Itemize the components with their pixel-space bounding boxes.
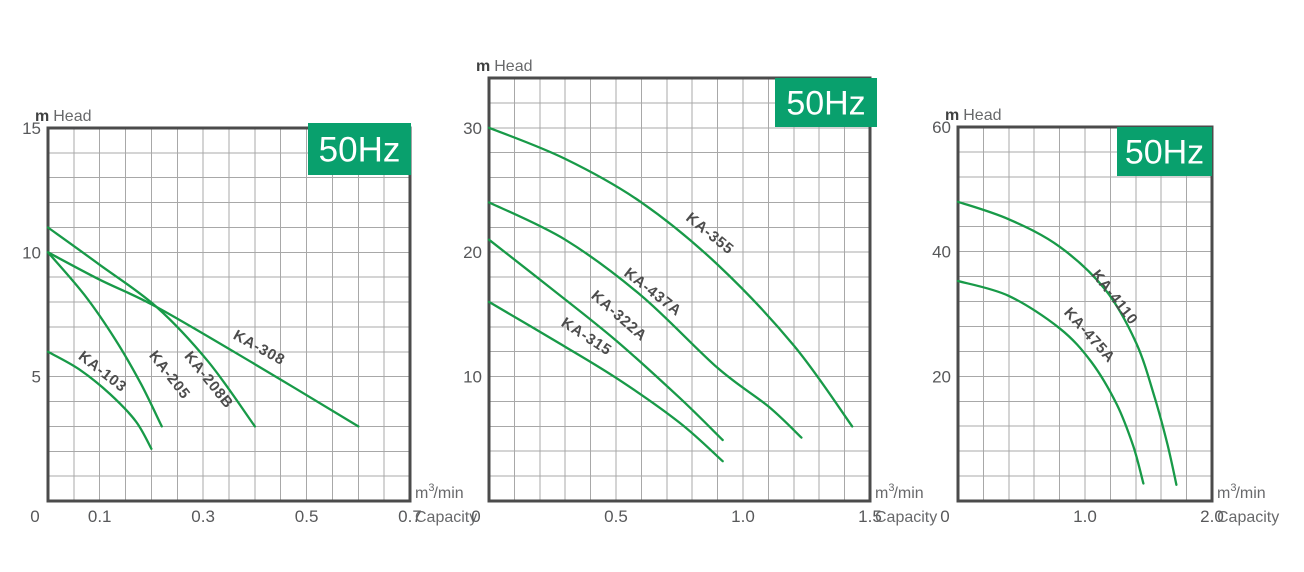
- freq-badge-label: 50Hz: [786, 85, 865, 123]
- y-tick-label: 10: [463, 368, 482, 387]
- curve-label-KA-4110: KA-4110: [1088, 267, 1141, 329]
- curve-KA-355: [487, 126, 854, 428]
- y-tick-label: 30: [463, 119, 482, 138]
- x-tick-label: 0.5: [295, 507, 319, 526]
- y-tick-label: 10: [22, 243, 41, 262]
- plot-border: [487, 76, 872, 503]
- curve-KA-205: [46, 251, 163, 428]
- x-tick-label: 1.5: [858, 507, 882, 526]
- x-axis-unit: m3/min: [1217, 482, 1266, 502]
- x-tick-label: 0: [30, 507, 39, 526]
- x-tick-label: 0.1: [88, 507, 112, 526]
- y-tick-label: 20: [932, 367, 951, 386]
- x-tick-label: 0.3: [191, 507, 215, 526]
- y-axis-title: m Head: [35, 108, 91, 125]
- grid: [48, 128, 410, 501]
- freq-badge-label: 50Hz: [319, 131, 401, 170]
- y-tick-label: 5: [32, 368, 41, 387]
- plot-border: [46, 126, 412, 503]
- freq-badge: [775, 78, 877, 127]
- y-tick-label: 40: [932, 243, 951, 262]
- curve-KA-315: [487, 300, 724, 463]
- y-axis-title: m Head: [476, 58, 532, 75]
- curve-KA-103: [46, 350, 153, 450]
- freq-badge-label: 50Hz: [1125, 134, 1204, 172]
- x-axis-unit: m3/min: [415, 482, 464, 502]
- x-axis-word: Capacity: [415, 509, 477, 526]
- y-tick-label: 15: [22, 119, 41, 138]
- freq-badge: [1117, 127, 1212, 176]
- x-tick-label: 1.0: [1073, 507, 1097, 526]
- curve-label-KA-315: KA-315: [558, 314, 615, 359]
- freq-badge: [308, 123, 411, 175]
- x-tick-label: 0.5: [604, 507, 628, 526]
- curve-KA-308: [46, 251, 360, 428]
- grid: [489, 78, 870, 501]
- curve-KA-4110: [956, 200, 1178, 486]
- x-tick-label: 2.0: [1200, 507, 1224, 526]
- x-tick-label: 0.7: [398, 507, 422, 526]
- curve-KA-437A: [487, 201, 803, 439]
- plot-border: [956, 125, 1214, 503]
- curve-KA-475A: [956, 279, 1145, 485]
- curve-label-KA-437A: KA-437A: [621, 264, 685, 319]
- x-axis-unit: m3/min: [875, 482, 924, 502]
- x-axis-word: Capacity: [875, 509, 937, 526]
- x-tick-label: 1.0: [731, 507, 755, 526]
- y-tick-label: 20: [463, 243, 482, 262]
- y-axis-title: m Head: [945, 107, 1001, 124]
- x-tick-label: 0: [471, 507, 480, 526]
- curve-label-KA-308: KA-308: [230, 327, 288, 369]
- grid: [958, 127, 1212, 501]
- curve-label-KA-355: KA-355: [682, 209, 737, 258]
- y-tick-label: 60: [932, 118, 951, 137]
- curve-KA-322A: [487, 238, 724, 442]
- x-tick-label: 0: [940, 507, 949, 526]
- curve-label-KA-208B: KA-208B: [181, 348, 237, 412]
- x-axis-word: Capacity: [1217, 509, 1279, 526]
